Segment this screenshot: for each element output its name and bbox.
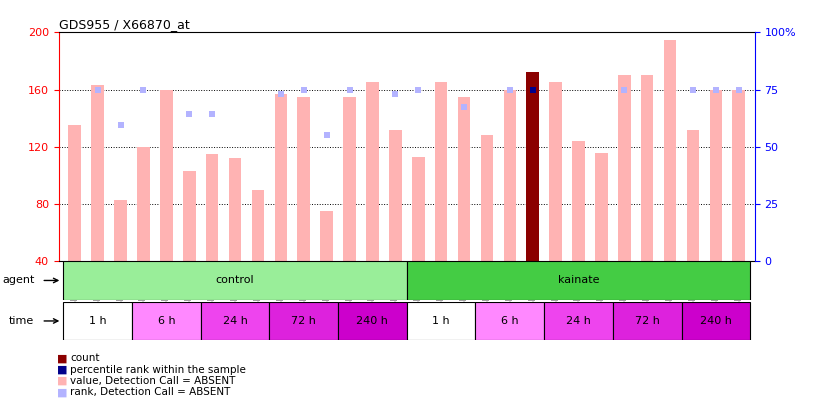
Bar	[160, 90, 173, 261]
Text: 24 h: 24 h	[566, 316, 591, 326]
Bar	[476, 302, 544, 340]
Bar	[183, 171, 196, 261]
Text: percentile rank within the sample: percentile rank within the sample	[70, 365, 246, 375]
Text: 240 h: 240 h	[700, 316, 732, 326]
Bar	[298, 97, 310, 261]
Bar	[91, 85, 104, 261]
Bar	[458, 97, 470, 261]
Bar	[526, 72, 539, 261]
Text: 1 h: 1 h	[89, 316, 107, 326]
Bar	[406, 261, 750, 300]
Text: ■: ■	[57, 365, 68, 375]
Bar	[64, 261, 406, 300]
Bar	[228, 158, 242, 261]
Bar	[641, 75, 654, 261]
Text: agent: agent	[2, 275, 34, 286]
Text: value, Detection Call = ABSENT: value, Detection Call = ABSENT	[70, 376, 236, 386]
Bar	[733, 90, 745, 261]
Bar	[269, 302, 338, 340]
Text: 72 h: 72 h	[635, 316, 659, 326]
Bar	[251, 190, 264, 261]
Text: time: time	[9, 316, 34, 326]
Text: GDS955 / X66870_at: GDS955 / X66870_at	[59, 18, 189, 31]
Bar	[435, 83, 447, 261]
Text: 6 h: 6 h	[157, 316, 175, 326]
Bar	[595, 153, 608, 261]
Bar	[137, 147, 150, 261]
Bar	[366, 83, 379, 261]
Text: count: count	[70, 354, 100, 363]
Bar	[338, 302, 406, 340]
Text: rank, Detection Call = ABSENT: rank, Detection Call = ABSENT	[70, 388, 231, 397]
Bar	[681, 302, 750, 340]
Text: ■: ■	[57, 376, 68, 386]
Bar	[132, 302, 201, 340]
Bar	[503, 90, 516, 261]
Bar	[321, 211, 333, 261]
Text: ■: ■	[57, 388, 68, 397]
Bar	[406, 302, 476, 340]
Text: control: control	[215, 275, 255, 286]
Bar	[549, 83, 562, 261]
Bar	[64, 302, 132, 340]
Text: ■: ■	[57, 354, 68, 363]
Bar	[114, 200, 126, 261]
Bar	[274, 94, 287, 261]
Text: 72 h: 72 h	[291, 316, 316, 326]
Text: 24 h: 24 h	[223, 316, 247, 326]
Bar	[206, 154, 219, 261]
Bar	[618, 75, 631, 261]
Bar	[69, 126, 81, 261]
Bar	[613, 302, 681, 340]
Text: 240 h: 240 h	[357, 316, 388, 326]
Bar	[412, 157, 424, 261]
Bar	[663, 40, 676, 261]
Bar	[389, 130, 401, 261]
Bar	[687, 130, 699, 261]
Text: 6 h: 6 h	[501, 316, 519, 326]
Bar	[201, 302, 269, 340]
Text: kainate: kainate	[558, 275, 599, 286]
Bar	[572, 141, 585, 261]
Bar	[710, 90, 722, 261]
Bar	[481, 135, 493, 261]
Bar	[344, 97, 356, 261]
Bar	[544, 302, 613, 340]
Text: 1 h: 1 h	[432, 316, 450, 326]
